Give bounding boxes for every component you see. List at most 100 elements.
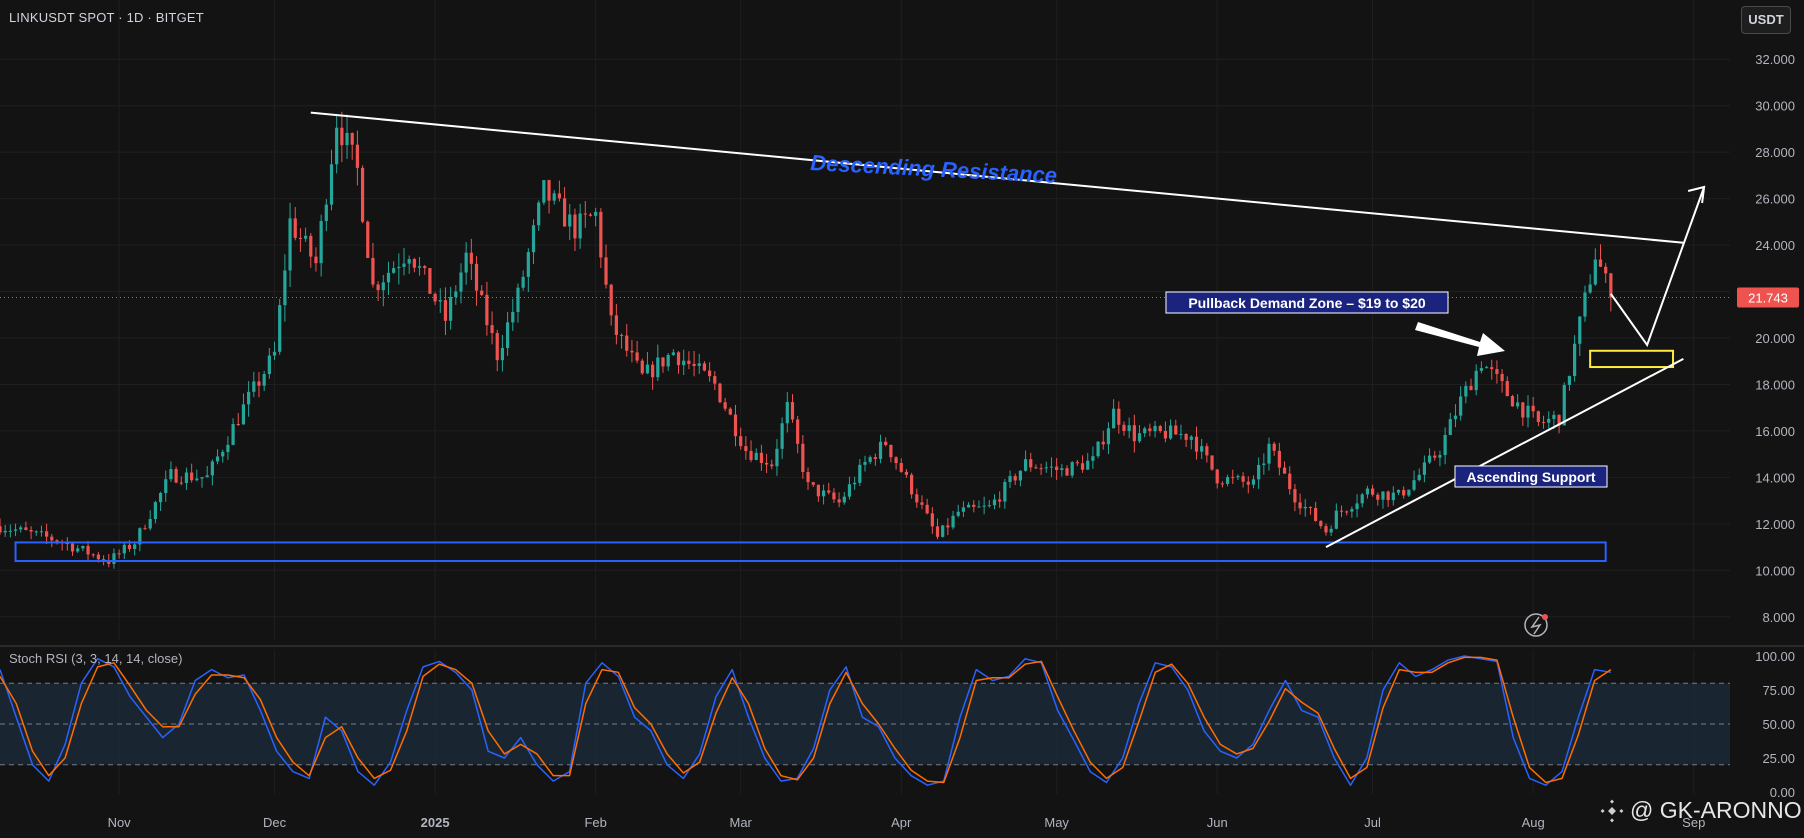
time-axis-label: Jul: [1364, 815, 1381, 830]
candle-body: [1329, 528, 1333, 533]
candle-body: [941, 525, 945, 537]
candle-body: [1303, 506, 1307, 509]
candle-body: [438, 300, 442, 302]
candle-body: [542, 180, 546, 203]
candle-body: [153, 502, 157, 520]
candle-body: [1101, 441, 1105, 445]
candle-body: [1339, 510, 1344, 512]
candle-body: [428, 268, 432, 294]
candle-body: [1583, 292, 1587, 317]
stoch-tick-label: 75.00: [1762, 683, 1795, 698]
candle-body: [935, 526, 940, 537]
candle-body: [511, 311, 515, 323]
candle-body: [1163, 430, 1168, 439]
demand-arrow: [1415, 322, 1505, 356]
candle-body: [474, 263, 479, 291]
candle-body: [723, 402, 727, 409]
candle-body: [733, 414, 738, 437]
candle-body: [1272, 443, 1276, 451]
candle-body: [350, 132, 354, 145]
candle-body: [65, 543, 69, 545]
candle-body: [469, 252, 473, 264]
candle-body: [1464, 385, 1468, 397]
candle-body: [1194, 436, 1199, 452]
candle-body: [252, 381, 256, 392]
candle-body: [1407, 489, 1411, 496]
candle-body: [858, 464, 862, 483]
candle-body: [423, 266, 427, 269]
candle-body: [397, 266, 401, 269]
candle-body: [599, 211, 603, 258]
time-axis-label: May: [1044, 815, 1069, 830]
candle-body: [718, 383, 722, 403]
candle-body: [1510, 396, 1515, 407]
candle-body: [1593, 259, 1597, 285]
candle-body: [1308, 506, 1313, 508]
candle-body: [221, 451, 225, 457]
candle-body: [195, 478, 199, 481]
alert-lightning-icon: [1530, 616, 1542, 635]
currency-button[interactable]: USDT: [1741, 6, 1791, 34]
stoch-tick-label: 50.00: [1762, 717, 1795, 732]
stoch-tick-label: 100.00: [1755, 649, 1795, 664]
time-axis-label: Feb: [584, 815, 606, 830]
candle-body: [8, 530, 12, 532]
candle-body: [184, 472, 189, 484]
candle-body: [604, 257, 608, 285]
candle-body: [1505, 381, 1509, 397]
candle-body: [1355, 503, 1359, 510]
candle-body: [1609, 273, 1613, 298]
candle-body: [210, 461, 214, 476]
candle-body: [231, 424, 235, 445]
price-tick-label: 24.000: [1755, 238, 1795, 253]
candle-body: [739, 436, 743, 447]
candle-body: [1370, 488, 1375, 495]
last-price-badge: [1737, 287, 1799, 308]
price-tick-label: 32.000: [1755, 52, 1795, 67]
candle-body: [81, 545, 85, 549]
candle-body: [982, 505, 986, 507]
candle-body: [1023, 459, 1028, 471]
candle-body: [1386, 491, 1390, 501]
candle-body: [816, 484, 820, 497]
candle-body: [226, 444, 230, 452]
candle-body: [1412, 480, 1416, 490]
demand-zone-box: [1589, 349, 1675, 369]
candle-body: [143, 528, 147, 530]
candle-body: [531, 225, 536, 253]
candle-body: [1588, 284, 1592, 293]
price-tick-label: 16.000: [1755, 424, 1795, 439]
candle-body: [355, 144, 360, 168]
watermark-text: @ GK-ARONNO: [1630, 797, 1802, 823]
price-tick-label: 26.000: [1755, 192, 1795, 207]
candle-body: [744, 446, 748, 452]
candle-body: [640, 360, 644, 374]
candle-body: [19, 527, 23, 530]
projection-path: [1610, 186, 1706, 348]
candle-body: [557, 193, 562, 199]
candle-body: [749, 451, 753, 460]
candle-body: [3, 531, 7, 533]
candle-body: [837, 499, 841, 503]
candle-body: [262, 374, 266, 386]
candle-body: [656, 357, 660, 378]
candle-body: [278, 305, 282, 352]
binance-logo-icon: [1600, 799, 1624, 822]
time-axis-label: Dec: [263, 815, 287, 830]
candle-body: [70, 543, 75, 552]
candle-body: [303, 235, 308, 239]
candle-body: [1055, 466, 1059, 470]
stoch-d-line: [0, 656, 1612, 784]
price-tick-label: 18.000: [1755, 377, 1795, 392]
candle-body: [86, 545, 90, 555]
candle-body: [360, 167, 365, 222]
candle-body: [417, 266, 422, 268]
candle-body: [1106, 428, 1111, 445]
candle-body: [1402, 489, 1406, 496]
candle-body: [190, 472, 194, 481]
candle-body: [485, 294, 489, 326]
candle-body: [946, 525, 950, 528]
candle-body: [671, 352, 675, 356]
time-axis-label: Jun: [1207, 815, 1228, 830]
